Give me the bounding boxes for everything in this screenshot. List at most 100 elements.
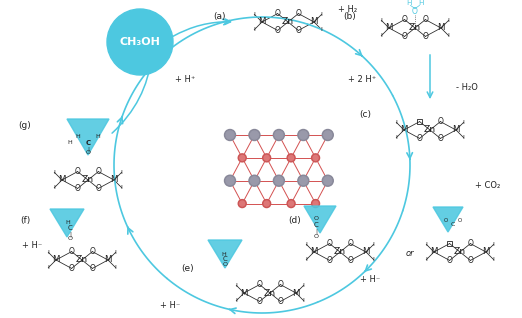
- Text: H: H: [418, 0, 423, 6]
- Text: I: I: [305, 242, 307, 247]
- Text: + 2 H⁺: + 2 H⁺: [348, 75, 376, 85]
- Text: O: O: [348, 256, 353, 265]
- Circle shape: [298, 175, 309, 186]
- Text: I: I: [425, 242, 427, 247]
- Text: O: O: [257, 280, 263, 289]
- Text: I: I: [395, 120, 397, 125]
- Text: O: O: [67, 237, 73, 241]
- Text: + H⁻: + H⁻: [22, 240, 42, 250]
- Text: I: I: [381, 18, 382, 23]
- Text: O: O: [437, 117, 443, 126]
- Text: I: I: [253, 12, 255, 17]
- Circle shape: [313, 201, 318, 206]
- Text: I: I: [425, 257, 427, 262]
- Text: + CO₂: + CO₂: [476, 181, 501, 190]
- Circle shape: [289, 156, 293, 160]
- Text: O: O: [86, 150, 90, 156]
- Text: O: O: [314, 216, 318, 220]
- Circle shape: [224, 129, 235, 141]
- Text: |: |: [69, 231, 71, 237]
- Text: Zn: Zn: [424, 126, 436, 135]
- Circle shape: [313, 156, 318, 160]
- Text: Zn: Zn: [409, 24, 421, 32]
- Text: O: O: [422, 15, 429, 24]
- Text: I: I: [395, 135, 397, 140]
- Circle shape: [264, 156, 269, 160]
- Text: I: I: [373, 257, 375, 262]
- Circle shape: [322, 175, 333, 186]
- Text: |: |: [315, 228, 317, 234]
- Text: C: C: [68, 225, 73, 231]
- Text: O: O: [401, 32, 408, 41]
- Text: (d): (d): [289, 216, 301, 225]
- Text: I: I: [121, 185, 123, 190]
- Text: (g): (g): [19, 121, 31, 129]
- Circle shape: [238, 154, 246, 162]
- Text: C: C: [222, 256, 228, 262]
- Text: M: M: [110, 176, 118, 184]
- Text: O: O: [295, 26, 301, 35]
- Text: O: O: [468, 256, 473, 265]
- Text: O: O: [96, 167, 101, 176]
- Text: O: O: [444, 218, 448, 223]
- Text: M: M: [310, 247, 318, 257]
- Circle shape: [324, 131, 332, 139]
- Circle shape: [275, 131, 283, 139]
- Circle shape: [299, 131, 307, 139]
- Text: Zn: Zn: [264, 288, 276, 298]
- Circle shape: [226, 177, 234, 185]
- Text: M: M: [430, 247, 438, 257]
- Text: M: M: [292, 288, 300, 298]
- Circle shape: [240, 156, 245, 160]
- Text: I: I: [303, 298, 305, 303]
- Circle shape: [312, 154, 319, 162]
- Text: (f): (f): [20, 216, 30, 225]
- Text: M: M: [104, 255, 112, 265]
- Circle shape: [322, 129, 333, 141]
- Text: + H⁻: + H⁻: [160, 301, 180, 309]
- Text: I: I: [321, 12, 323, 17]
- Text: H: H: [76, 135, 80, 140]
- Circle shape: [287, 154, 295, 162]
- Text: I: I: [115, 250, 116, 255]
- Text: O: O: [75, 167, 80, 176]
- Text: I: I: [53, 185, 55, 190]
- Text: O: O: [278, 280, 283, 289]
- Text: I: I: [48, 250, 49, 255]
- Text: O: O: [275, 9, 280, 18]
- Text: or: or: [406, 248, 414, 258]
- Text: O: O: [401, 15, 408, 24]
- Text: H: H: [407, 0, 412, 6]
- Text: O: O: [314, 233, 318, 238]
- Circle shape: [298, 129, 309, 141]
- Text: O: O: [69, 247, 75, 256]
- Text: H: H: [68, 140, 73, 144]
- Text: + H⁺: + H⁺: [175, 75, 195, 85]
- Text: I: I: [381, 33, 382, 38]
- Text: O: O: [69, 264, 75, 273]
- Text: O: O: [437, 134, 443, 143]
- Circle shape: [251, 177, 258, 185]
- Text: I: I: [115, 265, 116, 270]
- Text: I: I: [493, 242, 495, 247]
- Circle shape: [274, 175, 284, 186]
- Text: H: H: [222, 252, 227, 257]
- Circle shape: [249, 175, 260, 186]
- Text: Zn: Zn: [454, 247, 466, 257]
- Bar: [447, 241, 453, 246]
- Circle shape: [238, 200, 246, 208]
- Text: C: C: [86, 140, 90, 146]
- Polygon shape: [50, 209, 84, 237]
- Polygon shape: [304, 206, 336, 233]
- Text: I: I: [305, 257, 307, 262]
- Text: I: I: [463, 135, 465, 140]
- Circle shape: [264, 201, 269, 206]
- Text: I: I: [493, 257, 495, 262]
- Circle shape: [289, 201, 293, 206]
- Text: O: O: [412, 6, 418, 16]
- Text: I: I: [321, 27, 323, 32]
- Text: I: I: [303, 283, 305, 288]
- Circle shape: [226, 131, 234, 139]
- Text: M: M: [362, 247, 370, 257]
- Text: Zn: Zn: [82, 176, 94, 184]
